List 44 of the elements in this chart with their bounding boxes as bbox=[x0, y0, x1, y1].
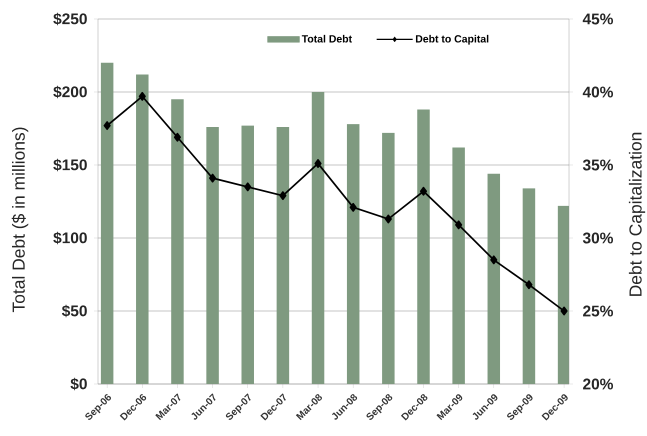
point bbox=[420, 186, 428, 196]
y2-tick-label: 25% bbox=[583, 306, 614, 316]
bar bbox=[312, 92, 324, 384]
y-tick-label: $100 bbox=[53, 232, 87, 244]
bar bbox=[558, 206, 570, 384]
y2-tick-label: 45% bbox=[582, 14, 614, 24]
y-tick-label: $50 bbox=[62, 304, 87, 318]
point bbox=[104, 121, 111, 130]
point bbox=[384, 214, 392, 224]
bar bbox=[241, 126, 254, 384]
bar bbox=[346, 124, 360, 384]
point bbox=[455, 220, 462, 230]
y2-tick-label: 30% bbox=[582, 232, 614, 244]
bar bbox=[452, 147, 465, 384]
bar bbox=[522, 188, 536, 384]
bar bbox=[136, 74, 149, 384]
legend-label: Total Debt bbox=[302, 34, 352, 43]
point bbox=[209, 174, 216, 183]
y2-tick-label: 20% bbox=[583, 378, 614, 390]
bar bbox=[488, 174, 500, 384]
legend-label: Debt to Capital bbox=[416, 34, 488, 45]
point bbox=[244, 182, 252, 192]
point bbox=[350, 202, 357, 212]
y-tick-label: $200 bbox=[53, 86, 87, 98]
bar bbox=[276, 127, 290, 384]
y-tick-label: $150 bbox=[53, 158, 87, 172]
y-tick-label: $250 bbox=[53, 12, 87, 26]
point bbox=[279, 191, 286, 200]
bar bbox=[171, 99, 184, 384]
point bbox=[525, 280, 532, 290]
bar bbox=[100, 62, 114, 384]
y2-axis-title: Debt to Capitalization bbox=[628, 132, 646, 296]
bar bbox=[382, 132, 395, 384]
point bbox=[490, 255, 498, 264]
point bbox=[138, 92, 146, 101]
point bbox=[560, 306, 568, 316]
y2-tick-label: 40% bbox=[582, 86, 614, 98]
bar bbox=[206, 127, 219, 384]
y-tick-label: $0 bbox=[70, 378, 87, 390]
bar bbox=[417, 110, 430, 384]
point bbox=[314, 159, 322, 168]
y2-tick-label: 35% bbox=[582, 160, 614, 170]
y-axis-title: Total Debt ($ in millions) bbox=[12, 128, 28, 312]
point bbox=[174, 132, 181, 142]
